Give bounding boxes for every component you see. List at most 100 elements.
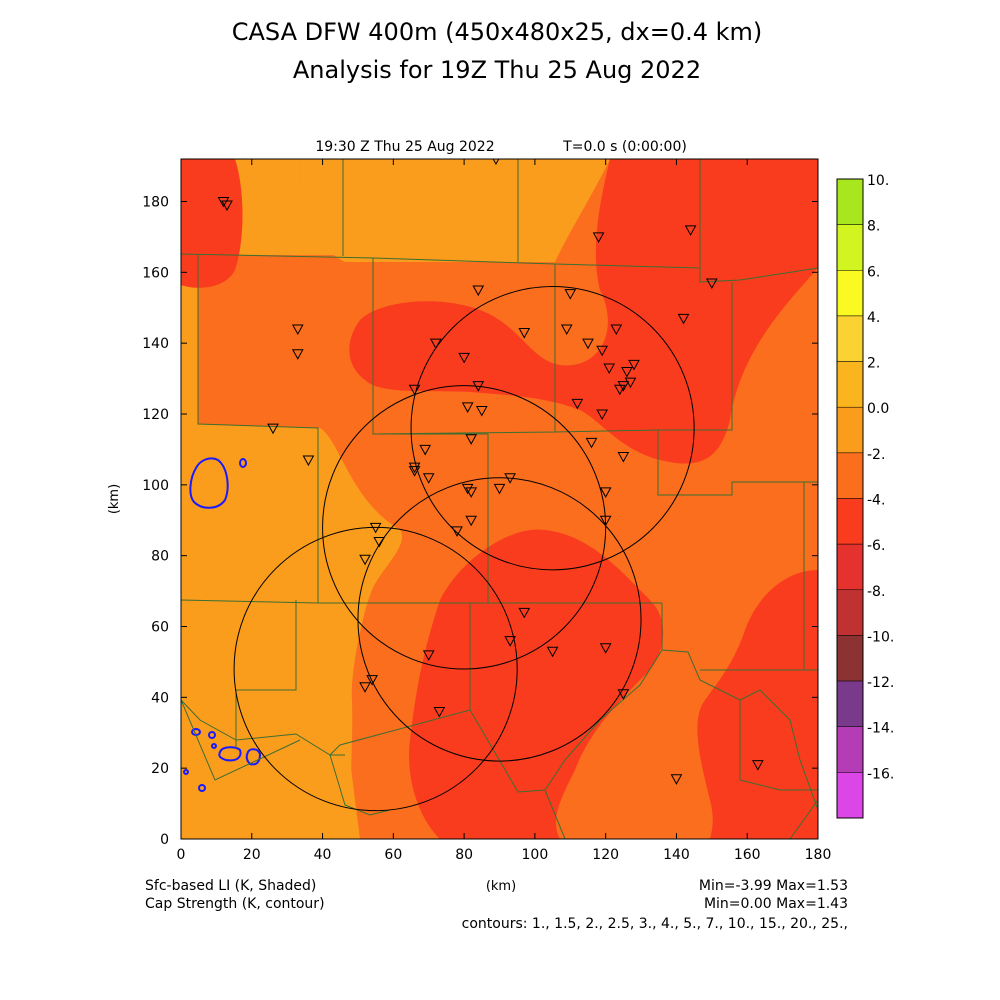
x-tick-label: 0 <box>177 847 186 863</box>
station-marker <box>599 643 612 654</box>
station-marker <box>504 473 516 484</box>
y-tick-label: 80 <box>151 549 169 565</box>
station-marker <box>592 232 605 243</box>
station-marker <box>628 359 640 371</box>
y-axis: 0 20 40 60 80 100 120 140 160 180 <box>142 195 818 848</box>
station-marker <box>408 466 421 477</box>
y-tick-label: 140 <box>142 336 169 352</box>
x-axis: 0 20 40 60 80 100 120 140 160 180 <box>177 159 831 863</box>
station-marker <box>359 682 371 693</box>
colorbar-swatch <box>836 498 864 545</box>
station-marker <box>408 384 421 396</box>
field-zero-to-two-south <box>181 600 360 839</box>
station-marker <box>422 650 435 661</box>
station-marker <box>596 345 608 357</box>
colorbar-swatch <box>836 270 864 317</box>
station-marker <box>504 636 516 647</box>
colorbar-label: -8. <box>867 584 885 600</box>
colorbar-swatch <box>836 178 864 225</box>
footer-field2: Cap Strength (K, contour) <box>145 896 325 912</box>
colorbar: 10. 8. 6. 4. 2. 0.0 -2. -4. -6. -8. -10. -12. -14. -1… <box>836 173 894 819</box>
station-marker <box>751 760 764 771</box>
station-marker <box>571 398 584 410</box>
station-marker <box>408 462 421 474</box>
station-marker <box>302 455 315 467</box>
x-tick-label: 100 <box>522 847 549 863</box>
colorbar-label: 6. <box>867 264 880 280</box>
subtitle-time: 19:30 Z Thu 25 Aug 2022 <box>315 139 494 155</box>
station-marker <box>603 363 616 374</box>
plot-frame <box>180 158 819 840</box>
field-zero-to-two-north <box>300 159 610 262</box>
field-neg-south-central <box>409 529 664 839</box>
station-marker <box>291 349 304 360</box>
colorbar-swatch <box>836 589 864 636</box>
station-marker <box>359 554 371 566</box>
station-markers <box>217 159 764 785</box>
subtitle-elapsed: T=0.0 s (0:00:00) <box>562 139 687 155</box>
colorbar-swatch <box>836 361 864 408</box>
station-marker <box>705 278 718 289</box>
colorbar-label: 2. <box>867 356 880 372</box>
x-tick-label: 80 <box>455 847 473 863</box>
station-marker <box>366 675 378 686</box>
station-marker <box>221 200 233 212</box>
plot-area <box>181 159 818 839</box>
colorbar-label: -10. <box>867 629 894 645</box>
station-marker <box>621 367 633 378</box>
colorbar-label: 10. <box>867 173 889 189</box>
colorbar-swatch <box>836 315 864 362</box>
x-tick-label: 140 <box>663 847 690 863</box>
station-marker <box>465 515 478 527</box>
station-marker <box>599 487 612 498</box>
radar-range-ring <box>357 477 642 762</box>
colorbar-swatch <box>836 543 864 591</box>
station-marker <box>582 338 594 350</box>
y-tick-label: 60 <box>151 620 169 636</box>
y-axis-label: (km) <box>107 484 122 514</box>
field-neg-northwest <box>181 159 243 288</box>
station-marker <box>472 285 485 297</box>
x-tick-label: 120 <box>592 847 619 863</box>
footer-field1: Sfc-based LI (K, Shaded) <box>145 878 316 894</box>
station-marker <box>599 515 612 527</box>
station-marker <box>422 473 435 484</box>
station-marker <box>373 537 386 548</box>
footer-stats1: Min=-3.99 Max=1.53 <box>699 878 848 894</box>
station-marker <box>596 409 608 421</box>
county-boundaries <box>181 159 818 839</box>
colorbar-label: -16. <box>867 766 894 782</box>
footer-contours: contours: 1., 1.5, 2., 2.5, 3., 4., 5., … <box>462 916 848 932</box>
colorbar-label: 0.0 <box>867 401 889 417</box>
station-marker <box>369 522 382 534</box>
colorbar-swatch <box>836 726 864 773</box>
station-marker <box>267 423 279 435</box>
station-marker <box>670 774 683 785</box>
station-marker <box>585 437 598 449</box>
y-tick-label: 100 <box>142 478 169 494</box>
station-marker <box>461 483 474 495</box>
station-marker <box>419 444 432 456</box>
x-tick-label: 40 <box>314 847 332 863</box>
station-marker <box>546 646 559 658</box>
colorbar-swatch <box>836 452 864 499</box>
colorbar-label: 8. <box>867 219 880 235</box>
station-marker <box>617 689 630 700</box>
colorbar-label: -6. <box>867 538 885 554</box>
footer-stats2: Min=0.00 Max=1.43 <box>704 896 848 912</box>
field-neg-north-central <box>349 159 818 464</box>
colorbar-swatch <box>836 224 864 271</box>
station-marker <box>610 324 623 336</box>
colorbar-label: -14. <box>867 721 894 737</box>
station-marker <box>518 328 531 339</box>
colorbar-swatch <box>836 772 864 819</box>
radar-range-ring <box>233 526 518 812</box>
radar-range-ring <box>410 286 695 571</box>
y-tick-label: 160 <box>142 265 169 281</box>
colorbar-label: -4. <box>867 493 885 509</box>
station-marker <box>677 313 690 325</box>
colorbar-swatch <box>836 635 864 682</box>
y-tick-label: 20 <box>151 761 169 777</box>
station-marker <box>617 452 630 463</box>
station-marker <box>560 324 573 336</box>
